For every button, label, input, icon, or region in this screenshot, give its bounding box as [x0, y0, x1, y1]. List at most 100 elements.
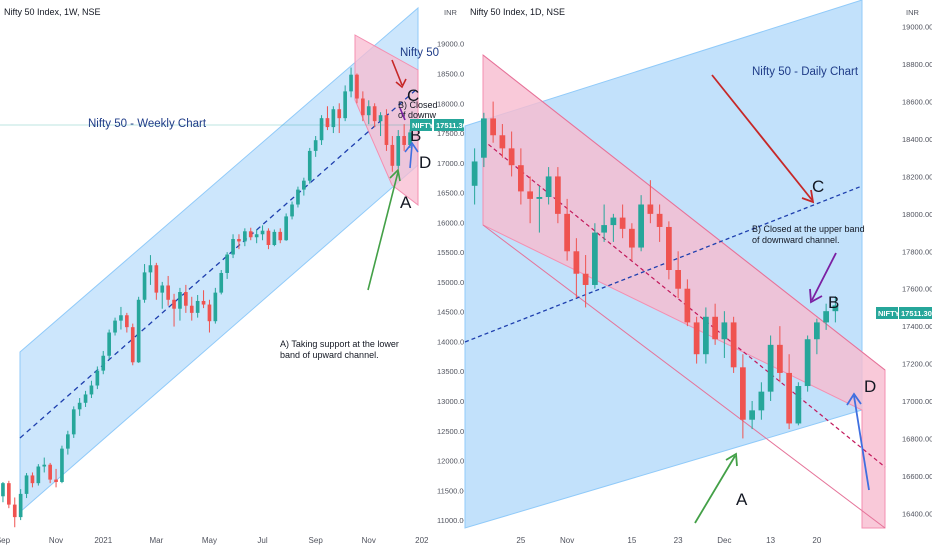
daily-blue-arrow — [846, 392, 870, 491]
weekly-annotation-a-line2: band of upward channel. — [280, 350, 379, 360]
daily-candle — [638, 195, 644, 252]
daily-candle — [777, 326, 783, 383]
weekly-candle — [319, 115, 324, 145]
weekly-candle — [154, 262, 159, 300]
weekly-candle — [178, 287, 182, 321]
daily-y-tick-label: 16600.00 — [902, 472, 932, 481]
weekly-candle — [325, 106, 330, 131]
weekly-candle — [107, 329, 111, 360]
daily-candle — [508, 131, 515, 177]
weekly-green-arrow — [367, 168, 401, 291]
daily-label-d: D — [864, 377, 876, 396]
weekly-candle — [278, 228, 283, 244]
daily-annotation-b-line1: B) Closed at the upper band — [752, 224, 865, 234]
weekly-x-axis: Sep Nov 2021 Mar May Jul Sep Nov 202 — [0, 536, 429, 545]
daily-candle — [693, 316, 700, 364]
weekly-price-tag-value: 17511.30 — [436, 121, 467, 130]
weekly-candle — [195, 295, 200, 318]
weekly-y-axis: 11000.00 11500.00 12000.00 12500.00 13000.00… — [437, 40, 468, 525]
weekly-candle — [337, 103, 342, 134]
daily-candles — [471, 101, 839, 439]
weekly-panel: 11000.00 11500.00 12000.00 12500.00 13000.00… — [0, 6, 468, 545]
weekly-label-d: D — [419, 153, 431, 172]
weekly-candle — [89, 380, 94, 399]
daily-y-axis: 16400.00 16600.00 16800.00 17000.00 17200.00… — [902, 23, 932, 519]
daily-candle — [703, 307, 709, 364]
daily-candle — [749, 401, 755, 430]
daily-label-b: B — [828, 293, 839, 312]
weekly-y-tick-label: 16000.00 — [437, 218, 468, 227]
weekly-label-b: B — [410, 126, 421, 145]
weekly-y-tick-label: 13000.00 — [437, 397, 468, 406]
weekly-candle — [1, 481, 5, 503]
daily-y-tick-label: 19000.00 — [902, 23, 932, 32]
weekly-y-tick-label: 18500.00 — [437, 70, 468, 79]
weekly-y-tick-label: 15000.00 — [437, 278, 468, 287]
daily-candle — [471, 148, 478, 205]
daily-candle — [832, 296, 839, 323]
weekly-candle — [54, 468, 58, 488]
weekly-candle — [231, 234, 235, 259]
daily-title: Nifty 50 - Daily Chart — [752, 66, 859, 78]
weekly-candle — [172, 293, 176, 327]
weekly-candle — [136, 296, 141, 363]
daily-candle — [823, 303, 829, 330]
weekly-candle — [130, 323, 135, 366]
weekly-candle — [201, 290, 206, 309]
weekly-candle — [142, 264, 147, 303]
weekly-x-tick-label: 2021 — [94, 536, 112, 545]
daily-x-tick-label: 25 — [516, 536, 525, 545]
weekly-candle — [48, 462, 52, 484]
daily-candle — [684, 279, 691, 327]
daily-y-tick-label: 17400.00 — [902, 322, 932, 331]
weekly-candles — [1, 67, 412, 528]
daily-purple-arrow — [809, 252, 837, 304]
weekly-candle — [77, 398, 82, 416]
weekly-candle — [302, 177, 306, 196]
daily-candle — [592, 223, 598, 289]
weekly-x-tick-label: Sep — [309, 536, 324, 545]
daily-candle — [629, 223, 635, 261]
weekly-blue-arrow — [404, 141, 419, 169]
daily-annotation-b-line2: of downward channel. — [752, 235, 840, 245]
weekly-candle — [101, 350, 106, 375]
daily-currency: INR — [906, 8, 920, 17]
daily-candle — [666, 221, 672, 280]
weekly-candle — [225, 252, 229, 279]
daily-header: Nifty 50 Index, 1D, NSE — [470, 7, 565, 17]
weekly-candle — [243, 228, 247, 247]
daily-candle — [610, 213, 617, 242]
weekly-x-tick-label: Nov — [362, 536, 376, 545]
weekly-y-tick-label: 19000.00 — [437, 40, 468, 49]
daily-candle — [619, 204, 626, 239]
weekly-y-tick-label: 11500.00 — [437, 486, 468, 495]
weekly-x-tick-label: Sep — [0, 536, 11, 545]
weekly-candle — [290, 201, 294, 220]
daily-y-tick-label: 18200.00 — [902, 172, 932, 181]
daily-x-tick-label: 20 — [812, 536, 821, 545]
daily-candle — [758, 382, 765, 420]
daily-channel-lower-edge — [482, 224, 886, 529]
weekly-candle — [113, 317, 117, 336]
daily-y-tick-label: 18600.00 — [902, 98, 932, 107]
weekly-candle — [349, 67, 353, 98]
daily-price-tag: NIFTY 17511.30 — [876, 307, 932, 319]
weekly-candle — [12, 497, 17, 528]
weekly-candle — [266, 228, 271, 250]
daily-y-tick-label: 18400.00 — [902, 135, 932, 144]
weekly-title: Nifty 50 - Weekly Chart — [88, 118, 207, 130]
weekly-candle — [160, 281, 165, 309]
daily-candle — [545, 167, 552, 205]
weekly-channel-midline — [19, 87, 419, 439]
daily-candle — [573, 238, 580, 299]
daily-candle — [712, 303, 718, 345]
daily-candle — [730, 316, 737, 373]
weekly-candle — [331, 106, 336, 134]
weekly-candle — [390, 136, 395, 172]
daily-candle — [564, 198, 570, 261]
weekly-y-tick-label: 11000.00 — [437, 516, 468, 525]
daily-blue-midline — [464, 185, 863, 343]
daily-price-tag-value: 17511.30 — [901, 309, 932, 318]
weekly-candle — [361, 91, 365, 122]
weekly-x-tick-label: Mar — [149, 536, 163, 545]
